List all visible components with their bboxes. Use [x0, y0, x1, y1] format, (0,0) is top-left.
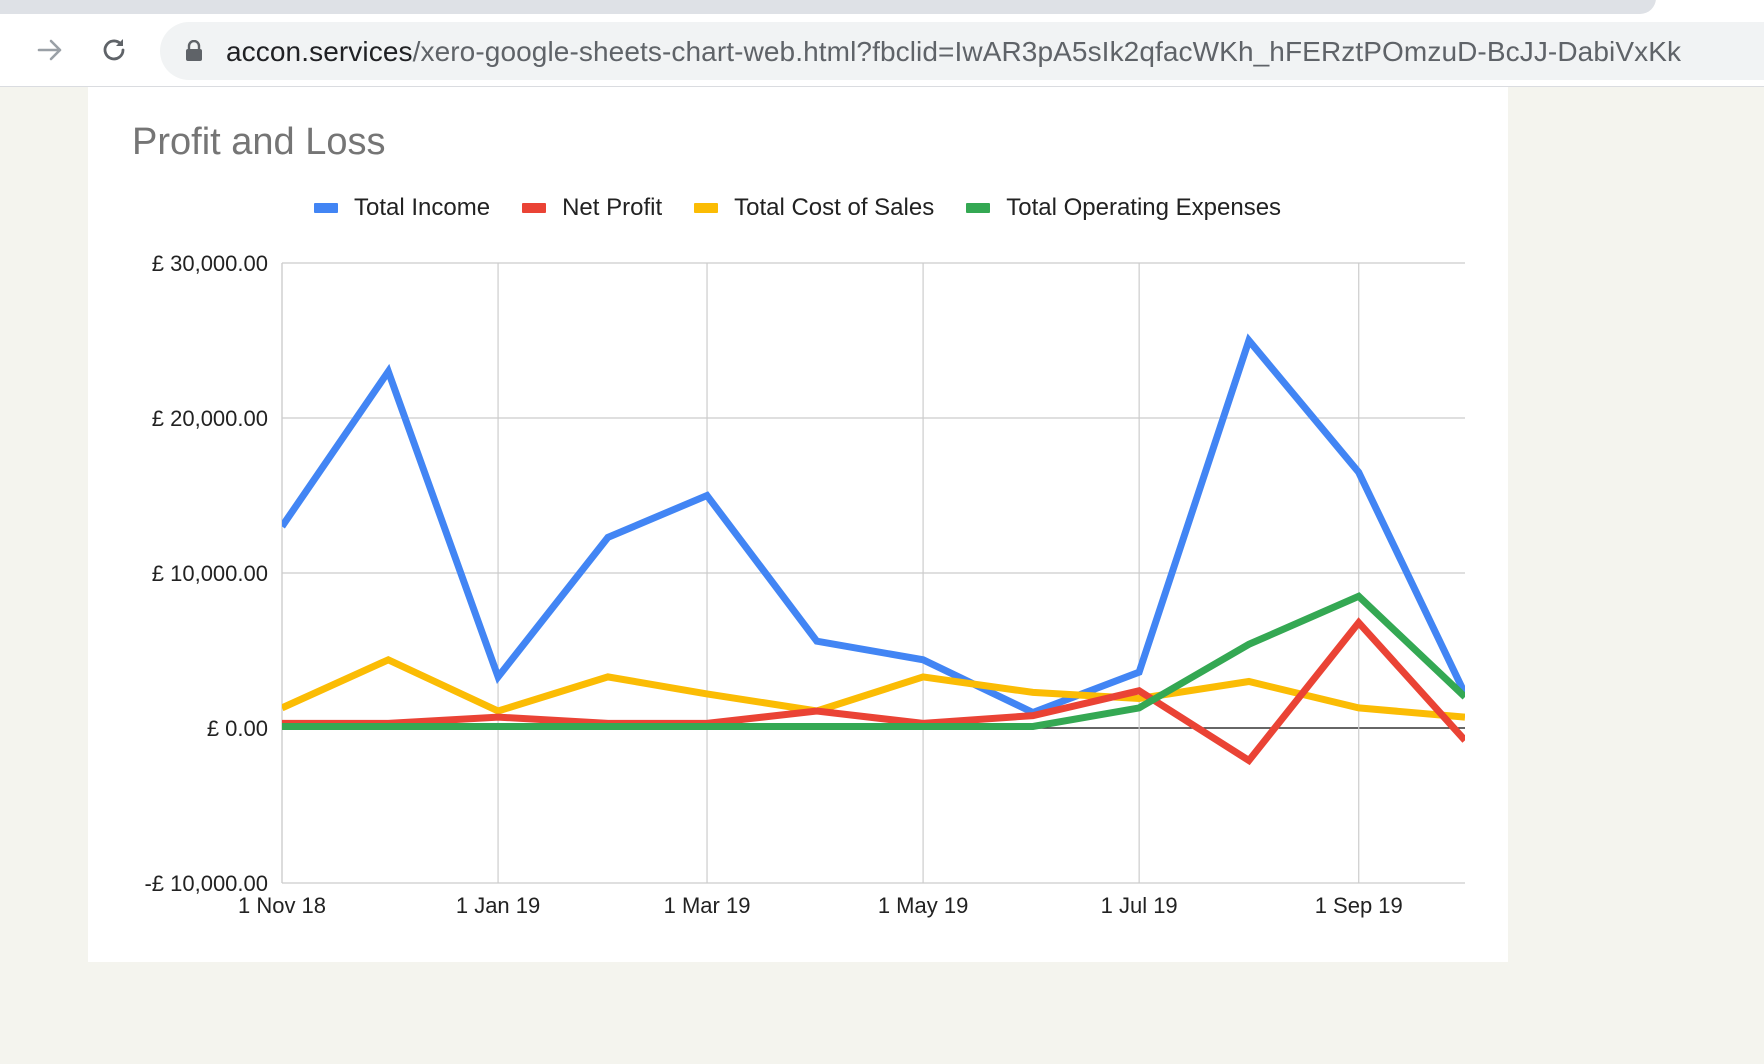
- legend-item-total-cost-of-sales[interactable]: Total Cost of Sales: [694, 194, 934, 222]
- legend-swatch: [522, 203, 547, 213]
- series-line-total-operating-expenses: [282, 592, 1465, 730]
- y-tick-label: £ 30,000.00: [152, 251, 268, 276]
- y-tick-label: £ 10,000.00: [152, 561, 268, 586]
- chart-legend: Total Income Net Profit Total Cost of Sa…: [314, 191, 1281, 225]
- tab-strip-background: [0, 0, 1656, 14]
- reload-icon: [103, 39, 125, 61]
- x-tick-label: 1 Jul 19: [1101, 893, 1178, 918]
- y-tick-label: -£ 10,000.00: [144, 871, 268, 896]
- lock-icon: [186, 40, 202, 61]
- legend-item-net-profit[interactable]: Net Profit: [522, 194, 662, 222]
- x-tick-label: 1 May 19: [878, 893, 969, 918]
- x-tick-label: 1 Mar 19: [664, 893, 751, 918]
- legend-swatch: [694, 203, 719, 213]
- y-tick-label: £ 20,000.00: [152, 406, 268, 431]
- arrow-right-icon: [37, 39, 62, 61]
- legend-label: Net Profit: [562, 194, 663, 221]
- chart-plot: -£ 10,000.00 £ 0.00 £ 10,000.00 £ 20,000.00…: [144, 251, 1465, 918]
- series-line-net-profit: [282, 617, 1465, 766]
- tab-strip: [0, 0, 1764, 14]
- chart-title: Profit and Loss: [132, 121, 386, 163]
- chart-card: Profit and Loss Total Income Net Profit …: [88, 87, 1508, 962]
- legend-item-total-operating-expenses[interactable]: Total Operating Expenses: [966, 194, 1281, 222]
- legend-swatch: [314, 203, 338, 213]
- forward-button[interactable]: [28, 28, 72, 72]
- x-tick-label: 1 Jan 19: [456, 893, 540, 918]
- series-line-total-income: [282, 333, 1465, 717]
- legend-swatch: [966, 203, 991, 213]
- reload-button[interactable]: [92, 28, 136, 72]
- url-path: /xero-google-sheets-chart-web.html?fbcli…: [412, 36, 1682, 67]
- legend-label: Total Operating Expenses: [1006, 194, 1282, 221]
- legend-label: Total Income: [354, 194, 491, 221]
- address-bar[interactable]: accon.services/xero-google-sheets-chart-…: [160, 22, 1764, 80]
- x-tick-label: 1 Nov 18: [238, 893, 326, 918]
- url-domain: accon.services: [226, 36, 413, 67]
- url-text[interactable]: accon.services/xero-google-sheets-chart-…: [226, 36, 1681, 68]
- legend-label: Total Cost of Sales: [734, 194, 935, 221]
- browser-toolbar: accon.services/xero-google-sheets-chart-…: [0, 14, 1764, 87]
- x-tick-label: 1 Sep 19: [1315, 893, 1403, 918]
- series-line-total-cost-of-sales: [282, 655, 1465, 721]
- legend-item-total-income[interactable]: Total Income: [314, 194, 490, 222]
- y-tick-label: £ 0.00: [207, 716, 268, 741]
